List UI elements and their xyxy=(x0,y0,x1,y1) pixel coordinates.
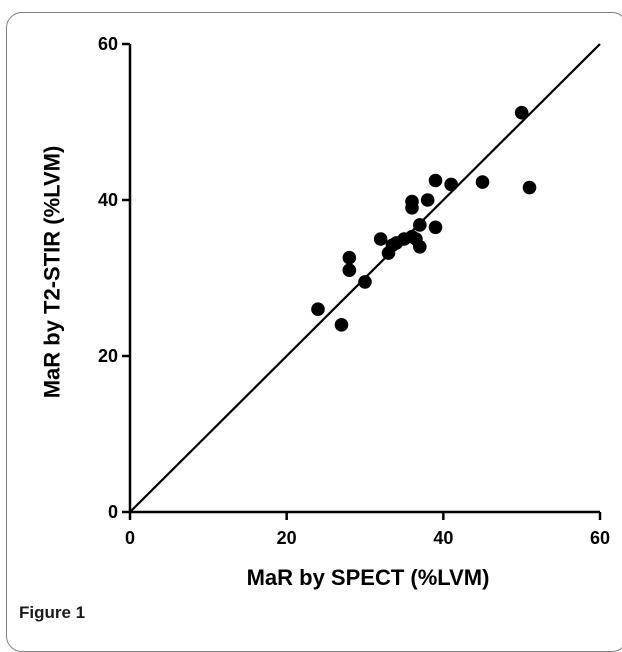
data-point xyxy=(342,263,357,278)
data-point xyxy=(522,180,537,195)
data-point xyxy=(405,194,419,209)
x-tick-label: 20 xyxy=(277,528,297,548)
data-point xyxy=(334,318,349,332)
y-tick-label: 20 xyxy=(98,346,118,366)
y-tick-label: 40 xyxy=(98,190,118,210)
data-point xyxy=(428,220,443,235)
x-tick-label: 0 xyxy=(125,528,135,548)
x-tick-label: 40 xyxy=(433,528,453,548)
data-point xyxy=(428,173,443,188)
data-point xyxy=(514,105,529,120)
data-points xyxy=(311,105,537,332)
tick-labels: 0 20 40 60 0 20 40 60 xyxy=(98,34,610,548)
y-tick-label: 0 xyxy=(108,502,118,522)
x-tick-label: 60 xyxy=(590,528,610,548)
data-point xyxy=(413,240,427,254)
data-point xyxy=(358,275,372,289)
data-point xyxy=(444,177,458,192)
data-point xyxy=(342,250,357,265)
data-point xyxy=(311,302,325,317)
y-axis-title: MaR by T2-STIR (%LVM) xyxy=(40,146,65,399)
figure-caption: Figure 1 xyxy=(19,603,86,622)
data-point xyxy=(475,175,490,189)
scatter-chart: 0 20 40 60 0 20 40 60 MaR by SPECT (%LVM) MaR b… xyxy=(40,34,610,590)
data-point xyxy=(420,193,435,207)
y-tick-label: 60 xyxy=(98,34,118,54)
axes xyxy=(122,42,602,520)
data-point xyxy=(373,232,388,246)
data-point xyxy=(413,218,427,232)
x-axis-title: MaR by SPECT (%LVM) xyxy=(247,565,490,590)
